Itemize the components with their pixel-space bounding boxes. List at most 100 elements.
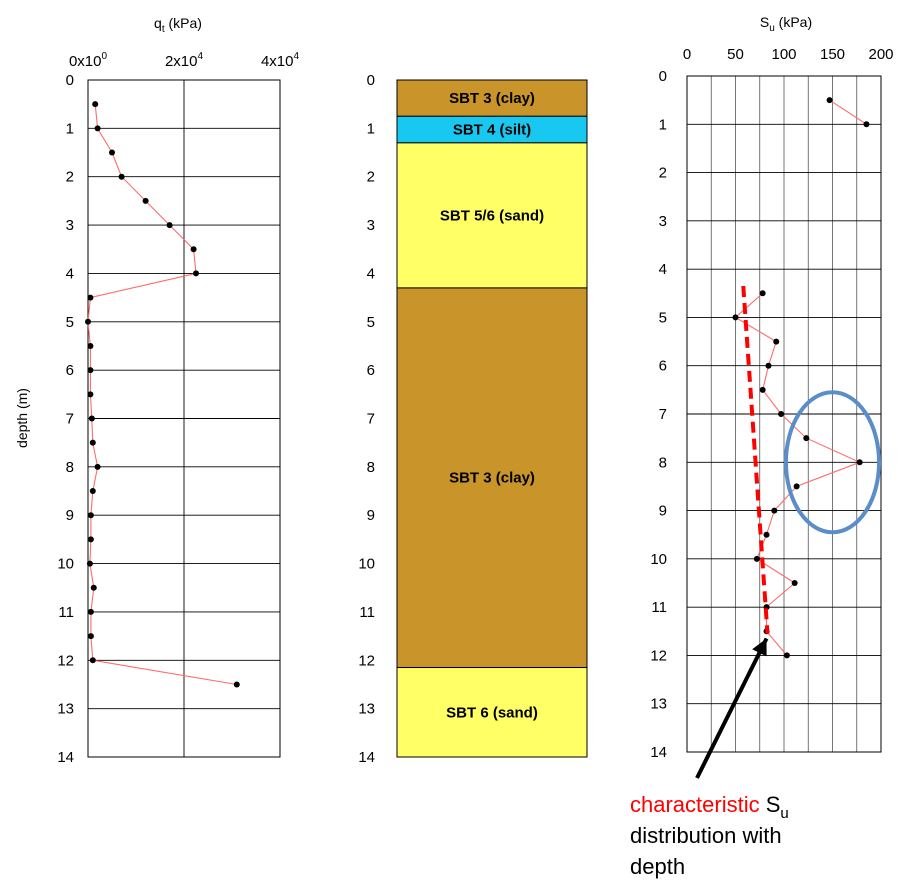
qt-depth-tick-label: 13: [57, 701, 74, 718]
sbt-depth-tick-label: 1: [367, 120, 375, 137]
qt-data-point: [86, 560, 93, 567]
su-depth-tick-label: 8: [659, 454, 667, 471]
qt-data-point: [87, 512, 94, 519]
qt-data-point: [94, 463, 101, 470]
sbt-layer-label: SBT 3 (clay): [449, 90, 535, 107]
qt-series: [85, 101, 240, 688]
qt-depth-tick-label: 3: [66, 217, 74, 234]
su-x-tick-labels: 0 50 100 150 200: [683, 46, 894, 63]
sbt-depth-tick-label: 3: [367, 217, 375, 234]
qt-data-point: [87, 367, 94, 374]
su-depth-tick-label: 14: [650, 744, 667, 761]
qt-data-point: [87, 633, 94, 640]
sbt-depth-tick-label: 11: [359, 604, 375, 621]
qt-data-point: [90, 584, 97, 591]
qt-data-point: [87, 294, 94, 301]
su-depth-tick-label: 10: [650, 551, 667, 568]
qt-depth-tick-label: 1: [66, 120, 74, 137]
qt-data-point: [233, 681, 240, 688]
qt-depth-tick-label: 10: [57, 556, 74, 573]
su-x-tick-label: 100: [771, 46, 796, 63]
sbt-depth-tick-label: 0: [367, 72, 375, 89]
qt-data-point: [118, 173, 125, 180]
su-x-tick-label: 0: [683, 46, 691, 63]
sbt-depth-tick-label: 13: [358, 701, 375, 718]
characteristic-su-line: [741, 285, 770, 634]
sbt-layer: [396, 287, 588, 669]
qt-data-point: [89, 488, 96, 495]
qt-data-point: [89, 657, 96, 664]
depth-axis-title: depth (m): [14, 388, 30, 448]
su-depth-tick-label: 11: [651, 599, 667, 616]
su-depth-tick-label: 3: [659, 213, 667, 230]
qt-depth-tick-label: 0: [66, 72, 74, 89]
su-data-point: [803, 435, 810, 442]
su-series-line: [734, 292, 862, 656]
qt-data-point: [92, 101, 99, 108]
sbt-layers: SBT 3 (clay) SBT 4 (silt) SBT 5/6 (sand) SB…: [396, 79, 588, 758]
qt-data-point: [190, 246, 197, 253]
su-data-point: [863, 121, 870, 128]
su-data-point: [759, 386, 766, 393]
qt-data-point: [87, 536, 94, 543]
su-data-point: [793, 483, 800, 490]
su-data-point: [773, 338, 780, 345]
qt-x-tick-label: 0x100: [69, 51, 108, 70]
su-depth-tick-label: 0: [659, 68, 667, 85]
qt-depth-tick-label: 7: [66, 411, 74, 428]
qt-data-point: [193, 270, 199, 277]
sbt-layer: [396, 79, 588, 117]
qt-depth-tick-label: 12: [57, 652, 74, 669]
qt-depth-tick-label: 9: [66, 507, 74, 524]
su-data-point: [856, 459, 863, 466]
qt-data-point: [142, 197, 149, 204]
qt-x-tick-labels: 0x100 2x104 4x104: [69, 51, 300, 70]
sbt-layer-label: SBT 5/6 (sand): [440, 207, 544, 224]
su-depth-tick-label: 12: [650, 647, 667, 664]
qt-depth-tick-label: 14: [57, 749, 74, 766]
sbt-depth-tick-label: 6: [367, 362, 375, 379]
su-grid: [686, 75, 882, 753]
qt-data-point: [94, 125, 101, 132]
qt-depth-tick-label: 11: [58, 604, 74, 621]
sbt-layer: [396, 115, 588, 144]
qt-data-point: [166, 222, 173, 229]
qt-x-tick-label: 4x104: [261, 51, 300, 70]
su-data-point: [826, 97, 833, 104]
su-axis-title: Su (kPa): [760, 14, 812, 34]
sbt-layer: [396, 142, 588, 289]
qt-depth-tick-label: 2: [66, 169, 74, 186]
sbt-depth-tick-label: 12: [358, 652, 375, 669]
qt-data-point: [88, 415, 95, 422]
su-depth-tick-label: 13: [650, 696, 667, 713]
su-x-tick-label: 150: [820, 46, 845, 63]
annotation-arrow-shaft: [695, 637, 769, 779]
su-depth-tick-label: 2: [659, 165, 667, 182]
annotation-line-1: characteristic Su: [630, 792, 789, 822]
su-depth-tick-label: 1: [659, 116, 667, 133]
sbt-layer-label: SBT 3 (clay): [449, 470, 535, 487]
su-data-point: [791, 580, 798, 586]
su-data-point: [778, 411, 785, 417]
su-x-tick-label: 50: [727, 46, 744, 63]
qt-series-line: [87, 104, 237, 686]
sbt-soil-column: SBT 3 (clay) SBT 4 (silt) SBT 5/6 (sand) SB…: [358, 72, 588, 766]
sbt-layer: [396, 667, 588, 758]
qt-depth-tick-label: 8: [66, 459, 74, 476]
qt-data-point: [109, 149, 115, 156]
qt-data-point: [87, 342, 94, 349]
sbt-depth-tick-label: 8: [367, 459, 375, 476]
su-data-point: [759, 290, 766, 297]
qt-depth-tick-label: 5: [66, 314, 74, 331]
qt-plot-frame: [87, 79, 281, 758]
su-depth-tick-label: 4: [659, 261, 667, 278]
qt-grid: [87, 79, 281, 758]
su-depth-tick-label: 6: [659, 358, 667, 375]
qt-data-point: [87, 608, 94, 615]
sbt-depth-tick-label: 4: [367, 265, 375, 282]
su-annotations: [695, 285, 882, 779]
su-data-point: [753, 555, 760, 562]
